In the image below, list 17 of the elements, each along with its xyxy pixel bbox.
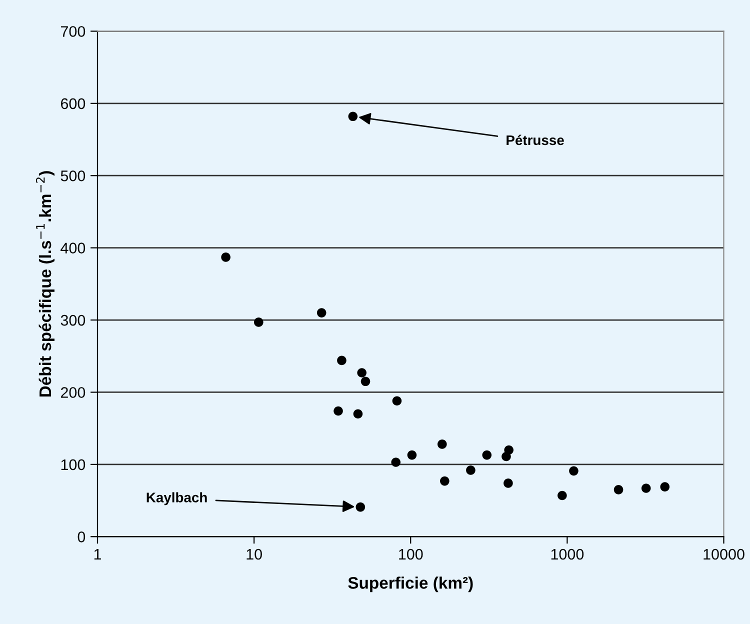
x-tick-label: 10000: [704, 548, 744, 560]
y-tick-label: 0: [78, 532, 86, 542]
x-axis-title: Superficie (km²): [348, 576, 473, 592]
y-tick-label: 400: [60, 242, 86, 254]
y-tick-label: 100: [61, 459, 86, 470]
annotation: Kaylbach: [146, 492, 207, 506]
x-tick-label: 100: [399, 548, 423, 560]
x-tick-label: 1000: [551, 548, 584, 560]
x-tick-label: 1: [94, 549, 102, 560]
y-tick-label: 500: [60, 170, 86, 182]
y-axis-title: Débit spécifique (l.s$^{−1}$.km$^{−2}$): [36, 171, 54, 397]
x-tick-label: 10: [246, 548, 262, 560]
y-tick-label: 700: [60, 26, 86, 37]
y-tick-label: 300: [60, 314, 86, 326]
y-tick-label: 600: [60, 98, 86, 110]
annotation: Pétrusse: [506, 134, 564, 146]
y-tick-label: 200: [60, 387, 86, 398]
